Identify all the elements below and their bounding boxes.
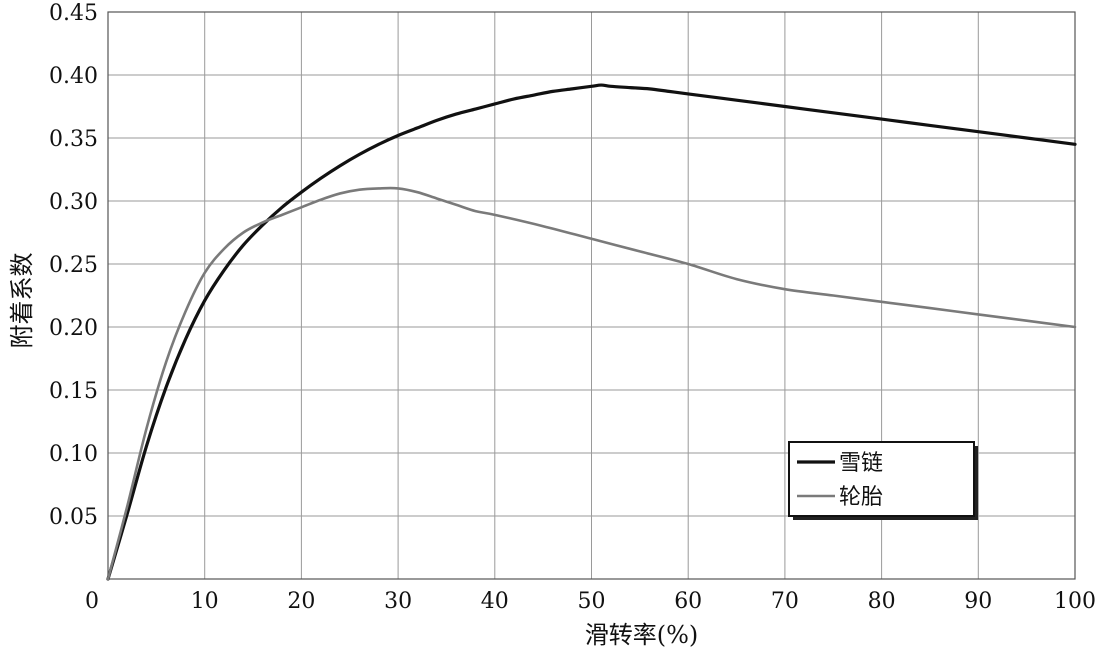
y-tick-label: 0.45: [49, 1, 98, 26]
legend-label-series-0: 雪链: [839, 451, 883, 476]
x-tick-label: 80: [868, 589, 896, 614]
x-tick-label: 50: [578, 589, 606, 614]
x-axis-title: 滑转率(%): [585, 621, 699, 649]
plot-area-frame: [107, 11, 1076, 580]
y-tick-label: 0.25: [49, 253, 98, 278]
x-tick-label: 60: [674, 589, 702, 614]
x-tick-label: 30: [384, 589, 412, 614]
y-tick-label: 0.15: [49, 379, 98, 404]
x-tick-label: 10: [191, 589, 219, 614]
y-tick-label: 0.05: [49, 505, 98, 530]
x-tick-label: 20: [287, 589, 315, 614]
y-axis-ticks: 0.05 0.10 0.15 0.20 0.25 0.30 0.35 0.40 0.45: [49, 1, 98, 530]
x-tick-label: 70: [771, 589, 799, 614]
legend-label-series-1: 轮胎: [839, 485, 883, 510]
y-tick-label: 0.35: [49, 127, 98, 152]
legend-box: [788, 441, 975, 517]
x-tick-label: 100: [1054, 589, 1096, 614]
series-line-1: [106, 186, 1077, 581]
x-tick-label: 90: [964, 589, 992, 614]
y-tick-label: 0.40: [49, 64, 98, 89]
y-tick-label: 0.30: [49, 190, 98, 215]
x-tick-label: 0: [85, 589, 99, 614]
y-tick-label: 0.20: [49, 316, 98, 341]
series-line-0: [106, 83, 1077, 581]
y-tick-label: 0.10: [49, 442, 98, 467]
x-axis-ticks: 0 10 20 30 40 50 60 70 80 90 100: [85, 589, 1096, 614]
series-group: [106, 83, 1077, 581]
y-axis-title: 附着系数: [8, 253, 36, 349]
legend: 雪链 轮胎: [788, 441, 978, 520]
x-tick-label: 40: [481, 589, 509, 614]
